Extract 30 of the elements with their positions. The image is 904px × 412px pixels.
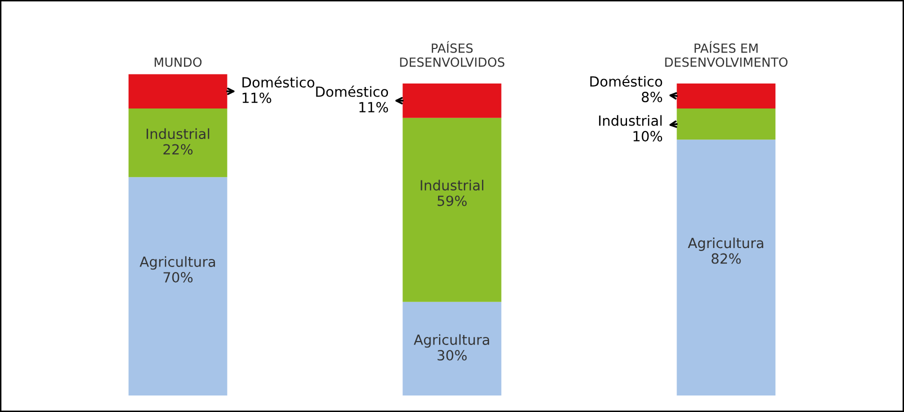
series-label: Agricultura [140, 256, 215, 270]
bar [676, 108, 776, 140]
text: Industrial [420, 180, 484, 191]
text: Agricultura [688, 238, 764, 251]
x-tick-label: PAÍSES DESENVOLVIDOS [400, 41, 504, 67]
bar [128, 108, 228, 178]
data-label: 30% [438, 350, 467, 361]
bar [128, 74, 228, 108]
data-label: 82% [712, 253, 741, 264]
bar [128, 177, 228, 396]
text: Doméstico [242, 76, 314, 88]
series-label: Doméstico [590, 75, 662, 87]
x-tick-label: MUNDO [154, 57, 202, 67]
text: Doméstico [316, 86, 388, 97]
data-label: 22% [163, 144, 193, 155]
text: Industrial [146, 128, 210, 140]
bar [676, 84, 776, 108]
data-label: 8% [642, 92, 662, 102]
data-label: 11% [359, 102, 388, 112]
data-label: 59% [438, 196, 467, 206]
bar [402, 118, 502, 302]
text: Agricultura [414, 334, 490, 348]
data-label: 10% [634, 130, 662, 142]
bar [676, 140, 776, 396]
bar [402, 84, 502, 118]
x-tick-label: PAÍSES EM DESENVOLVIMENTO [665, 41, 788, 67]
data-label: 11% [242, 92, 272, 104]
bar [402, 302, 502, 396]
data-label: 70% [164, 272, 193, 283]
series-label: Industrial [599, 115, 662, 126]
